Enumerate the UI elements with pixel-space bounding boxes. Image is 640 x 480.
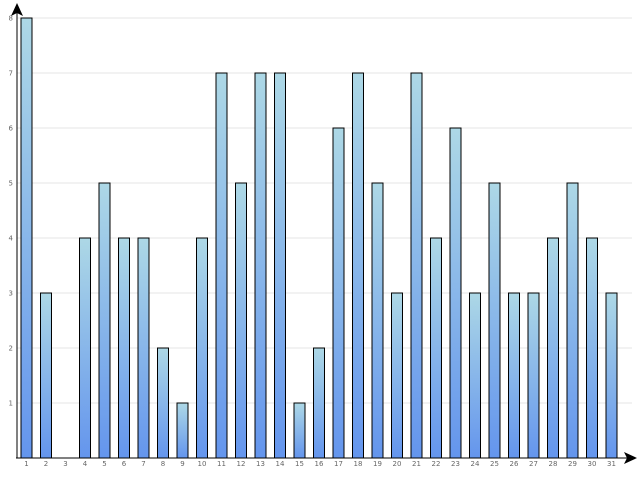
x-tick-label: 26 <box>510 460 519 468</box>
y-axis-ticks: 1 2 3 4 5 6 7 8 <box>9 15 14 408</box>
x-tick-label: 7 <box>141 460 145 468</box>
x-tick-label: 19 <box>373 460 382 468</box>
x-tick-label: 23 <box>451 460 460 468</box>
bar-5 <box>98 182 111 459</box>
x-axis <box>16 452 637 464</box>
x-tick-label: 9 <box>180 460 184 468</box>
bar-1 <box>20 17 33 459</box>
bar-10 <box>196 237 208 459</box>
bar-14 <box>274 72 286 459</box>
x-tick-label: 21 <box>412 460 421 468</box>
x-tick-label: 14 <box>276 460 285 468</box>
bar-30 <box>586 237 598 459</box>
bar-11 <box>215 72 228 459</box>
bar-24 <box>469 292 481 459</box>
bar-21 <box>410 72 423 459</box>
bar-27 <box>527 292 540 459</box>
x-tick-label: 18 <box>354 460 363 468</box>
x-tick-label: 12 <box>237 460 246 468</box>
bar-16 <box>313 347 325 459</box>
x-tick-label: 29 <box>568 460 577 468</box>
bar-13 <box>254 72 267 459</box>
x-tick-label: 28 <box>549 460 558 468</box>
bar-23 <box>449 127 462 459</box>
y-tick-label: 1 <box>9 400 13 408</box>
x-tick-label: 10 <box>198 460 207 468</box>
x-tick-label: 3 <box>63 460 67 468</box>
y-tick-label: 6 <box>9 125 14 133</box>
y-tick-label: 3 <box>9 290 13 298</box>
bar-4 <box>79 237 91 459</box>
bar-22 <box>430 237 442 459</box>
y-tick-label: 8 <box>9 15 13 23</box>
y-axis <box>11 3 23 458</box>
bar-28 <box>547 237 559 459</box>
bar-17 <box>332 127 345 459</box>
bar-25 <box>488 182 501 459</box>
bar-15 <box>293 402 306 459</box>
bar-29 <box>566 182 579 459</box>
x-tick-label: 1 <box>24 460 28 468</box>
bar-26 <box>508 292 520 459</box>
x-tick-label: 30 <box>588 460 597 468</box>
x-tick-label: 5 <box>102 460 106 468</box>
bar-31 <box>605 292 618 459</box>
x-tick-label: 17 <box>334 460 343 468</box>
x-tick-label: 25 <box>490 460 499 468</box>
y-axis-arrow-icon <box>11 3 23 16</box>
x-tick-label: 24 <box>471 460 480 468</box>
bar-7 <box>137 237 150 459</box>
x-tick-label: 27 <box>529 460 538 468</box>
x-tick-label: 13 <box>256 460 265 468</box>
y-tick-label: 5 <box>9 180 13 188</box>
bar-20 <box>391 292 403 459</box>
x-tick-label: 22 <box>432 460 441 468</box>
y-tick-label: 2 <box>9 345 13 353</box>
x-tick-label: 2 <box>44 460 48 468</box>
bar-12 <box>235 182 247 459</box>
y-tick-label: 7 <box>9 70 13 78</box>
y-tick-label: 4 <box>9 235 14 243</box>
x-tick-label: 11 <box>217 460 226 468</box>
x-axis-arrow-icon <box>624 452 637 464</box>
x-tick-label: 31 <box>607 460 616 468</box>
x-tick-label: 20 <box>393 460 402 468</box>
bar-6 <box>118 237 130 459</box>
x-tick-label: 15 <box>295 460 304 468</box>
bar-2 <box>40 292 52 459</box>
x-tick-label: 6 <box>122 460 127 468</box>
x-tick-label: 4 <box>83 460 88 468</box>
bar-18 <box>352 72 364 459</box>
x-axis-ticks: 1 2 3 4 5 6 7 8 9 10 11 12 13 14 15 16 17 18 19 20 21 22 23 24 2… <box>24 460 616 468</box>
x-tick-label: 8 <box>161 460 165 468</box>
bar-9 <box>176 402 189 459</box>
x-tick-label: 16 <box>315 460 324 468</box>
bar-8 <box>157 347 169 459</box>
bar-19 <box>371 182 384 459</box>
